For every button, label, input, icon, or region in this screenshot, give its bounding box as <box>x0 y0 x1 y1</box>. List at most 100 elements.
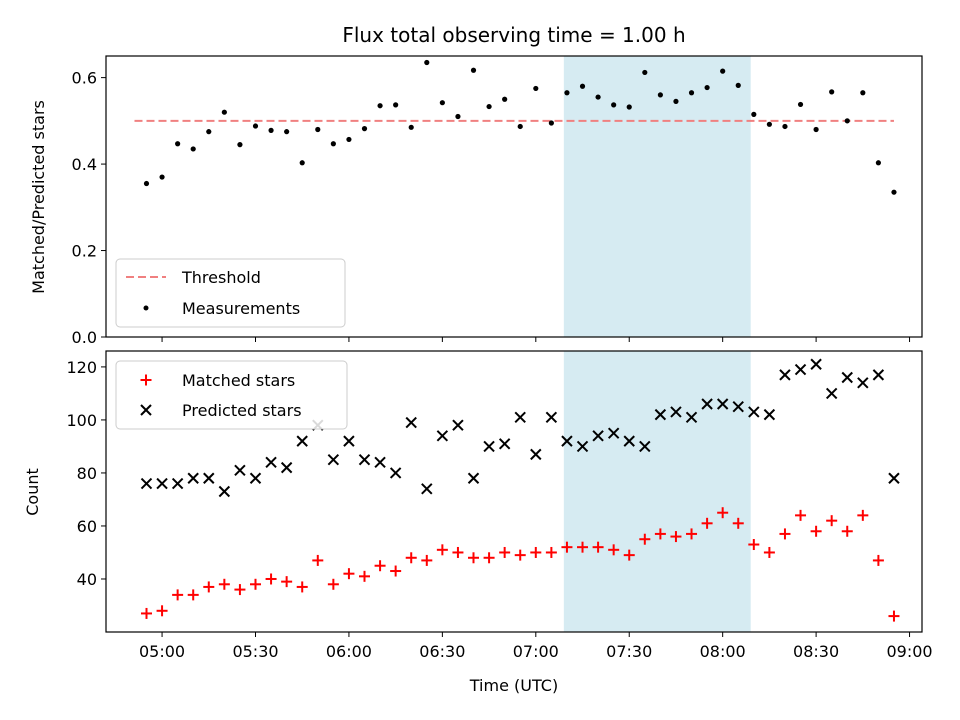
measurement-point <box>595 94 601 100</box>
matched-stars-point <box>359 570 371 582</box>
measurement-point <box>844 118 850 124</box>
matched-stars-point <box>499 546 511 558</box>
top-y-tick-label: 0.6 <box>72 69 97 88</box>
predicted-stars-point <box>561 435 573 447</box>
matched-stars-point <box>732 517 744 529</box>
matched-stars-point <box>763 546 775 558</box>
predicted-stars-point <box>343 435 355 447</box>
matched-stars-point <box>795 509 807 521</box>
predicted-stars-points <box>140 358 900 498</box>
predicted-stars-point <box>218 485 231 498</box>
matched-stars-point <box>872 554 884 566</box>
predicted-stars-point <box>265 456 277 469</box>
matched-stars-point <box>405 552 417 564</box>
predicted-stars-point <box>436 430 449 442</box>
measurement-point <box>143 180 150 187</box>
predicted-stars-point <box>234 464 246 476</box>
measurement-point <box>797 101 804 108</box>
predicted-stars-point <box>187 472 199 484</box>
top-y-tick-label: 0.4 <box>72 155 97 174</box>
measurement-point <box>720 68 726 74</box>
matched-stars-point <box>312 554 324 566</box>
predicted-stars-point <box>623 435 635 447</box>
measurement-point <box>284 129 290 135</box>
measurement-point <box>252 123 259 129</box>
matched-stars-point <box>327 578 339 590</box>
measurement-point <box>533 85 539 92</box>
predicted-stars-point <box>794 363 807 376</box>
measurement-point <box>751 111 757 117</box>
matched-stars-point <box>670 531 682 543</box>
top-y-tick-label: 0.2 <box>72 242 97 261</box>
legend-matched-marker <box>140 374 152 386</box>
matched-stars-point <box>281 576 293 588</box>
predicted-stars-point <box>467 472 480 484</box>
bottom-y-axis-label: Count <box>23 468 42 516</box>
predicted-stars-point <box>825 387 838 400</box>
matched-stars-point <box>686 528 698 540</box>
top-highlight-span <box>563 56 751 337</box>
matched-stars-point <box>265 573 277 585</box>
measurement-point <box>377 103 383 109</box>
matched-stars-point <box>779 528 791 540</box>
predicted-stars-point <box>530 448 542 461</box>
measurement-point <box>361 126 368 132</box>
predicted-stars-point <box>498 438 511 450</box>
measurement-point <box>704 84 710 91</box>
x-tick-label: 07:30 <box>606 642 652 661</box>
predicted-stars-point <box>140 477 153 490</box>
legend-measurements-swatch <box>143 305 149 311</box>
measurement-point <box>408 124 414 130</box>
bottom-x-axis: 05:00 05:30 06:00 06:30 07:00 07:30 08:00 08:30… <box>139 632 933 661</box>
predicted-stars-point <box>701 398 713 410</box>
matched-stars-point <box>514 549 526 561</box>
predicted-stars-point <box>296 435 308 447</box>
predicted-stars-point <box>483 440 495 453</box>
top-legend-box <box>115 258 346 328</box>
predicted-stars-point <box>857 377 869 389</box>
predicted-stars-point <box>670 406 682 418</box>
matched-stars-point <box>639 533 651 545</box>
bottom-y-tick-label: 40 <box>77 570 97 589</box>
predicted-stars-point <box>888 472 900 484</box>
matched-stars-point <box>452 546 464 558</box>
top-legend: Threshold Measurements <box>115 258 346 328</box>
predicted-stars-point <box>421 483 433 495</box>
bottom-y-tick-label: 100 <box>66 411 97 430</box>
matched-stars-point <box>888 610 900 622</box>
predicted-stars-point <box>607 427 620 439</box>
legend-predicted-marker <box>140 404 152 416</box>
x-tick-label: 07:00 <box>513 642 559 661</box>
bottom-legend: Matched stars Predicted stars <box>115 360 348 430</box>
matched-stars-point <box>701 517 713 529</box>
bottom-y-tick-label: 60 <box>77 517 97 536</box>
matched-stars-point <box>374 560 386 572</box>
measurement-point <box>673 98 679 104</box>
matched-stars-point <box>203 581 215 593</box>
matched-stars-point <box>826 515 838 527</box>
top-x-axis <box>161 337 911 342</box>
measurement-point <box>330 141 336 147</box>
measurement-point <box>548 120 554 126</box>
measurement-point <box>502 96 508 102</box>
legend-matched-label: Matched stars <box>182 371 295 390</box>
matched-stars-point <box>545 546 557 558</box>
x-tick-label: 08:00 <box>700 642 746 661</box>
matched-stars-point <box>156 605 168 617</box>
predicted-stars-point <box>872 369 885 381</box>
measurement-point <box>579 83 586 89</box>
matched-stars-point <box>343 568 355 580</box>
chart-title: Flux total observing time = 1.00 h <box>342 23 685 47</box>
x-tick-label: 05:30 <box>232 642 278 661</box>
matched-stars-points <box>140 507 900 622</box>
measurement-point <box>891 189 897 195</box>
measurement-point <box>268 127 274 133</box>
measurement-point <box>299 160 305 166</box>
measurement-point <box>486 103 492 110</box>
measurement-point <box>190 146 196 152</box>
legend-threshold-label: Threshold <box>181 268 261 287</box>
predicted-stars-point <box>327 453 340 466</box>
matched-stars-point <box>468 552 480 564</box>
matched-stars-point <box>296 581 308 593</box>
measurement-point <box>237 142 243 148</box>
